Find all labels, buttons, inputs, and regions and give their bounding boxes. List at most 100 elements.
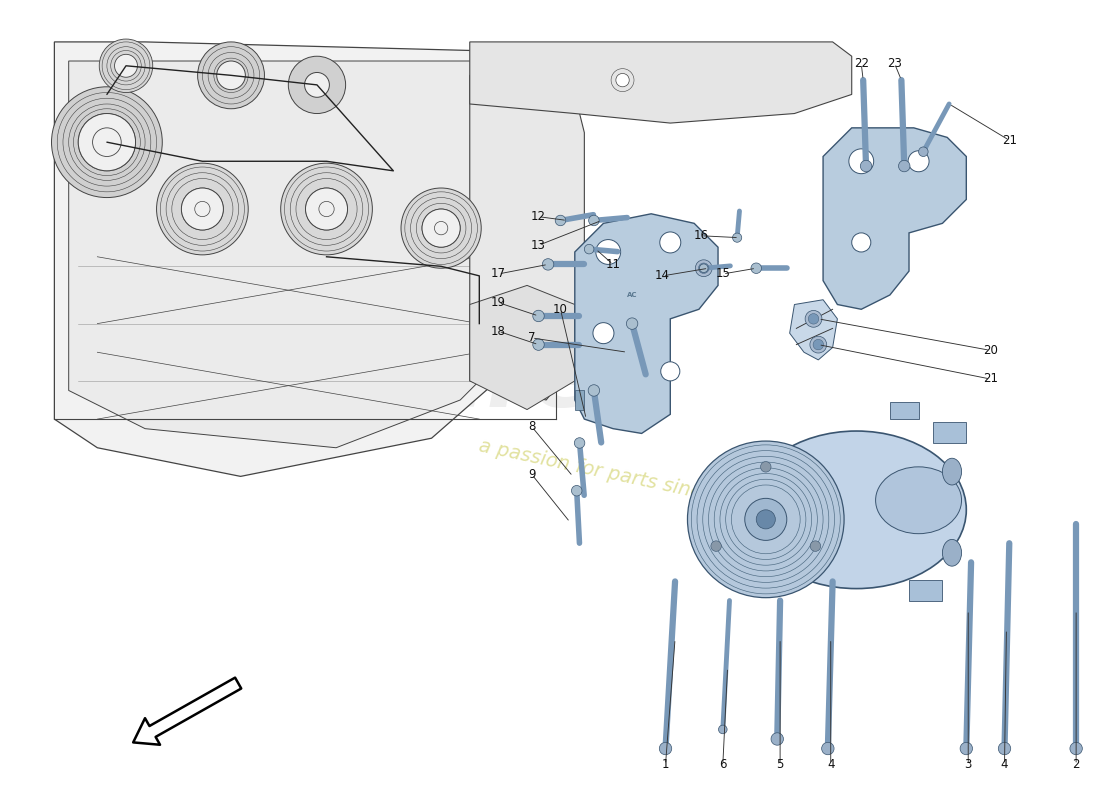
Circle shape <box>588 215 600 226</box>
Text: 18: 18 <box>491 325 506 338</box>
Circle shape <box>760 462 771 472</box>
Circle shape <box>695 260 712 277</box>
Bar <box>92 128 121 157</box>
Circle shape <box>195 202 210 217</box>
Circle shape <box>808 314 818 324</box>
Circle shape <box>700 264 708 273</box>
Circle shape <box>532 339 544 350</box>
Text: 22: 22 <box>854 58 869 70</box>
Polygon shape <box>470 75 584 400</box>
Circle shape <box>909 150 929 172</box>
Circle shape <box>422 209 460 247</box>
Circle shape <box>822 742 834 754</box>
Text: 23: 23 <box>888 58 902 70</box>
Text: a passion for parts since 1985: a passion for parts since 1985 <box>476 437 769 516</box>
Circle shape <box>805 310 822 327</box>
Text: 1: 1 <box>662 758 669 771</box>
Text: 6: 6 <box>719 758 727 771</box>
Circle shape <box>99 39 153 93</box>
Text: 5: 5 <box>777 758 784 771</box>
Polygon shape <box>575 390 584 410</box>
Circle shape <box>711 541 722 551</box>
Polygon shape <box>718 472 800 567</box>
Polygon shape <box>470 286 575 410</box>
Circle shape <box>849 149 873 174</box>
Circle shape <box>661 362 680 381</box>
Circle shape <box>756 510 775 529</box>
Circle shape <box>588 385 600 396</box>
Circle shape <box>659 742 672 754</box>
Text: 4: 4 <box>1001 758 1009 771</box>
Text: AC: AC <box>627 292 637 298</box>
Circle shape <box>114 54 138 78</box>
Ellipse shape <box>943 458 961 485</box>
Circle shape <box>811 541 821 551</box>
Text: 21: 21 <box>1002 134 1016 146</box>
Text: 14: 14 <box>656 270 670 282</box>
Circle shape <box>616 74 629 86</box>
Circle shape <box>574 438 585 448</box>
Circle shape <box>280 163 373 255</box>
Circle shape <box>660 232 681 253</box>
Polygon shape <box>575 214 718 434</box>
Text: 2: 2 <box>1072 758 1080 771</box>
Text: 9: 9 <box>528 468 536 481</box>
Polygon shape <box>54 42 556 476</box>
Circle shape <box>810 336 827 353</box>
Circle shape <box>688 441 844 598</box>
Text: 7: 7 <box>528 331 536 345</box>
Circle shape <box>198 42 264 109</box>
Circle shape <box>52 86 163 198</box>
Circle shape <box>771 733 783 745</box>
Polygon shape <box>68 61 517 448</box>
Text: eurospares: eurospares <box>56 335 653 427</box>
Circle shape <box>217 61 245 90</box>
Circle shape <box>288 56 345 114</box>
Circle shape <box>556 215 565 226</box>
Circle shape <box>899 160 910 172</box>
Circle shape <box>626 318 638 330</box>
Circle shape <box>698 263 710 274</box>
Text: 21: 21 <box>982 373 998 386</box>
Text: 16: 16 <box>693 230 708 242</box>
Circle shape <box>156 163 249 255</box>
Polygon shape <box>790 300 837 360</box>
Ellipse shape <box>876 467 961 534</box>
Text: 15: 15 <box>715 267 730 281</box>
Circle shape <box>596 239 620 265</box>
Text: 19: 19 <box>491 296 506 309</box>
Circle shape <box>733 233 741 242</box>
Circle shape <box>1070 742 1082 754</box>
Circle shape <box>960 742 972 754</box>
Bar <box>890 402 918 419</box>
Text: 12: 12 <box>531 210 546 223</box>
Circle shape <box>999 742 1011 754</box>
Circle shape <box>402 188 481 268</box>
Polygon shape <box>823 128 966 310</box>
Circle shape <box>182 188 223 230</box>
Circle shape <box>182 188 223 230</box>
Text: 20: 20 <box>982 344 998 357</box>
Circle shape <box>718 725 727 734</box>
Bar <box>909 579 943 601</box>
Text: 8: 8 <box>528 420 536 434</box>
Circle shape <box>92 128 121 157</box>
Ellipse shape <box>747 431 966 589</box>
Circle shape <box>918 147 928 157</box>
Circle shape <box>572 486 582 496</box>
Circle shape <box>306 188 348 230</box>
Circle shape <box>584 244 594 254</box>
Circle shape <box>542 258 553 270</box>
Circle shape <box>851 233 871 252</box>
Text: 10: 10 <box>553 302 568 316</box>
Circle shape <box>434 222 448 235</box>
Circle shape <box>78 114 135 171</box>
Circle shape <box>593 322 614 344</box>
FancyArrowPatch shape <box>133 678 241 745</box>
Bar <box>933 422 966 443</box>
Circle shape <box>306 188 348 230</box>
Text: 11: 11 <box>605 258 620 271</box>
Ellipse shape <box>943 539 961 566</box>
Text: 3: 3 <box>965 758 972 771</box>
Circle shape <box>860 160 872 172</box>
